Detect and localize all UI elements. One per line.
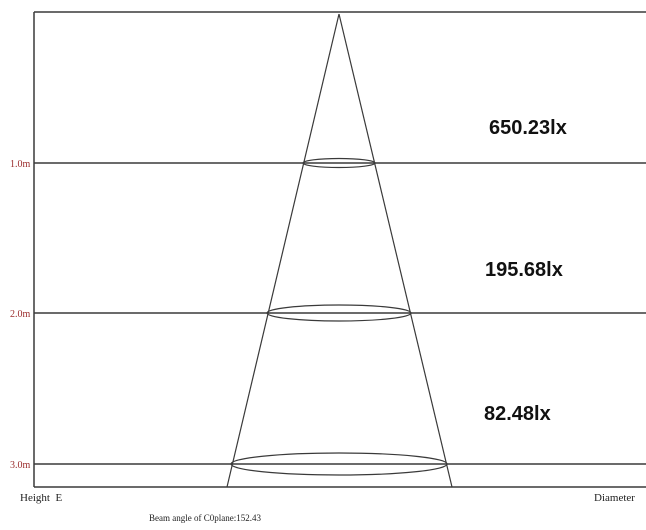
height-label-1m: 1.0m xyxy=(10,159,31,170)
height-label-2m: 2.0m xyxy=(10,309,31,320)
beam-ellipse-1m xyxy=(302,157,376,169)
illuminance-2m: 195.68lx xyxy=(485,259,563,281)
illuminance-3m: 82.48lx xyxy=(484,403,551,425)
beam-cone-left-edge xyxy=(226,13,340,488)
height-e-label: Height E xyxy=(20,492,62,504)
illuminance-1m: 650.23lx xyxy=(489,117,567,139)
diameter-label: Diameter xyxy=(594,492,635,504)
beam-angle-text: Beam angle of C0plane:152.43 xyxy=(149,513,261,523)
beam-cone-right-edge xyxy=(338,13,453,488)
beam-ellipse-3m xyxy=(230,452,448,476)
height-label-3m: 3.0m xyxy=(10,460,31,471)
beam-ellipse-2m xyxy=(266,304,412,322)
